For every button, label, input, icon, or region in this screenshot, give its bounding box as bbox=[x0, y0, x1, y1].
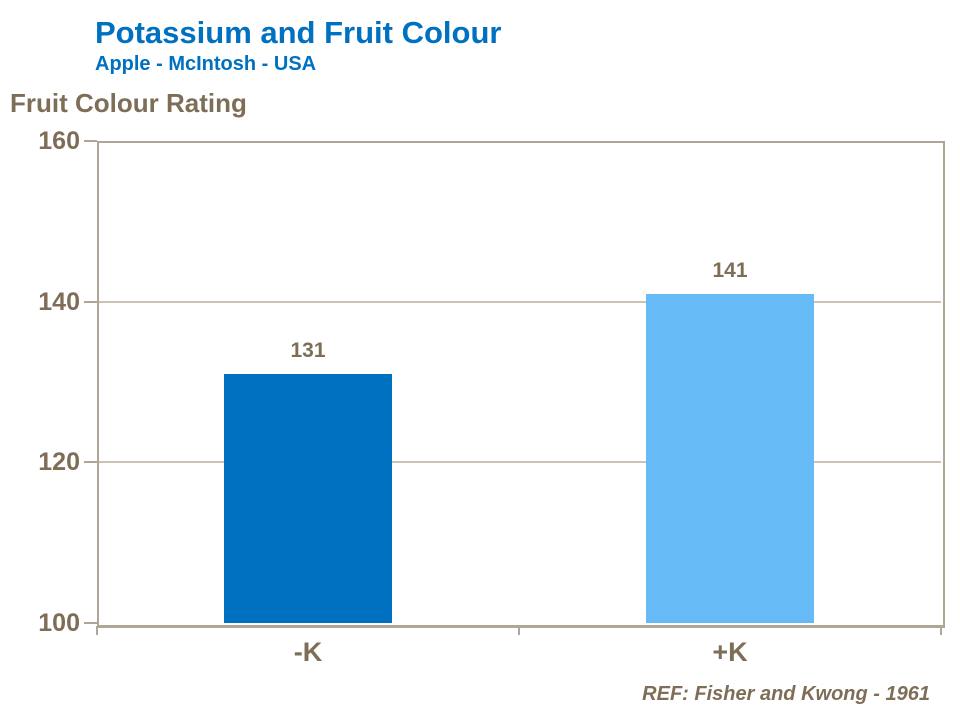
bar-value-label: 141 bbox=[712, 258, 748, 282]
y-tick-mark bbox=[84, 300, 97, 303]
gridline bbox=[97, 461, 941, 464]
reference-text: REF: Fisher and Kwong - 1961 bbox=[642, 683, 930, 705]
y-tick-label: 120 bbox=[38, 448, 80, 477]
category-label: -K bbox=[293, 637, 323, 667]
bar bbox=[224, 373, 392, 623]
y-axis-title: Fruit Colour Rating bbox=[10, 88, 247, 118]
category-label: +K bbox=[712, 637, 748, 667]
y-tick-label: 100 bbox=[38, 609, 80, 637]
y-tick-label: 140 bbox=[38, 287, 80, 316]
bar bbox=[646, 293, 814, 623]
x-tick-mark bbox=[96, 626, 98, 635]
gridline bbox=[97, 300, 941, 303]
bar-value-label: 131 bbox=[290, 338, 326, 362]
x-tick-mark bbox=[518, 626, 520, 635]
chart-subtitle: Apple - McIntosh - USA bbox=[95, 53, 317, 75]
y-tick-mark bbox=[84, 622, 97, 624]
x-tick-mark bbox=[940, 626, 942, 635]
chart-title: Potassium and Fruit Colour bbox=[95, 15, 502, 50]
y-tick-label: 160 bbox=[38, 127, 80, 155]
y-tick-mark bbox=[84, 461, 97, 464]
y-tick-mark bbox=[84, 140, 97, 142]
